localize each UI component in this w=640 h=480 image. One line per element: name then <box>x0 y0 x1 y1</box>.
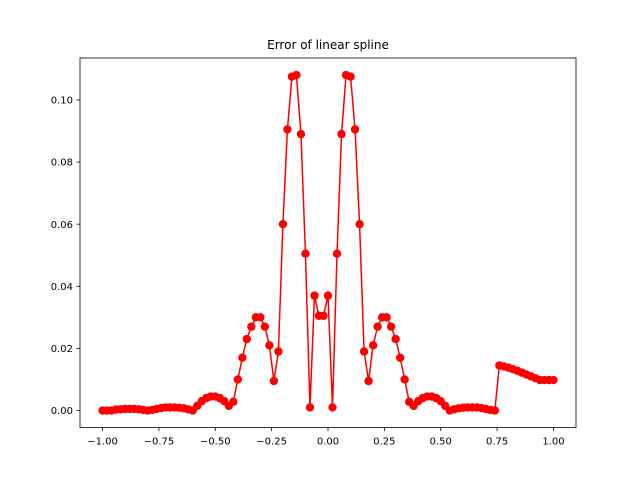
data-point <box>328 403 337 412</box>
data-point <box>386 322 396 331</box>
data-point <box>323 291 333 300</box>
data-point <box>278 219 288 229</box>
data-point <box>242 334 252 344</box>
x-tick-label: 0.75 <box>486 437 508 448</box>
plot-area <box>98 70 558 415</box>
data-point <box>319 311 328 320</box>
data-point <box>274 347 283 356</box>
data-point <box>346 72 355 81</box>
x-axis: −1.00 −0.75 −0.50 −0.25 0.00 0.25 0.50 0.75 1.00 <box>87 427 565 448</box>
data-point <box>355 219 364 229</box>
x-tick-label: 0.25 <box>373 437 395 448</box>
data-point <box>359 347 369 356</box>
y-tick-label: 0.10 <box>51 96 73 107</box>
y-axis: 0.00 0.02 0.04 0.06 0.08 0.10 <box>51 96 80 417</box>
data-point <box>256 313 265 322</box>
data-point <box>350 125 360 134</box>
x-tick-label: −0.25 <box>256 437 287 448</box>
data-point <box>332 249 342 258</box>
x-tick-label: 0.00 <box>317 437 339 448</box>
x-tick-label: −0.50 <box>200 437 231 448</box>
x-tick-label: −0.75 <box>144 437 175 448</box>
data-point <box>400 375 409 384</box>
data-point <box>229 397 238 407</box>
data-point <box>301 249 310 258</box>
x-tick-label: −1.00 <box>87 437 118 448</box>
data-point <box>247 322 256 331</box>
y-tick-label: 0.00 <box>51 406 73 417</box>
data-point <box>233 375 243 384</box>
data-point <box>364 376 373 386</box>
x-tick-label: 1.00 <box>542 437 564 448</box>
data-point <box>373 322 382 331</box>
data-point <box>337 129 346 139</box>
data-point <box>305 403 315 412</box>
x-tick-label: 0.50 <box>430 437 452 448</box>
data-point <box>368 341 378 350</box>
data-point <box>391 334 400 344</box>
data-point <box>265 341 274 350</box>
chart-title: Error of linear spline <box>267 38 389 52</box>
data-point <box>382 313 391 322</box>
data-point <box>296 129 306 139</box>
data-point <box>490 406 500 415</box>
data-point <box>310 291 319 300</box>
data-point <box>549 375 558 385</box>
y-tick-label: 0.06 <box>51 220 73 231</box>
data-point <box>283 125 292 134</box>
y-tick-label: 0.04 <box>51 282 73 293</box>
y-tick-label: 0.02 <box>51 344 73 355</box>
axes-frame <box>79 57 577 429</box>
data-point <box>260 322 270 331</box>
data-point <box>292 70 301 80</box>
data-point <box>395 353 405 362</box>
data-point <box>238 353 247 362</box>
data-point <box>269 376 279 386</box>
y-tick-label: 0.08 <box>51 158 73 169</box>
